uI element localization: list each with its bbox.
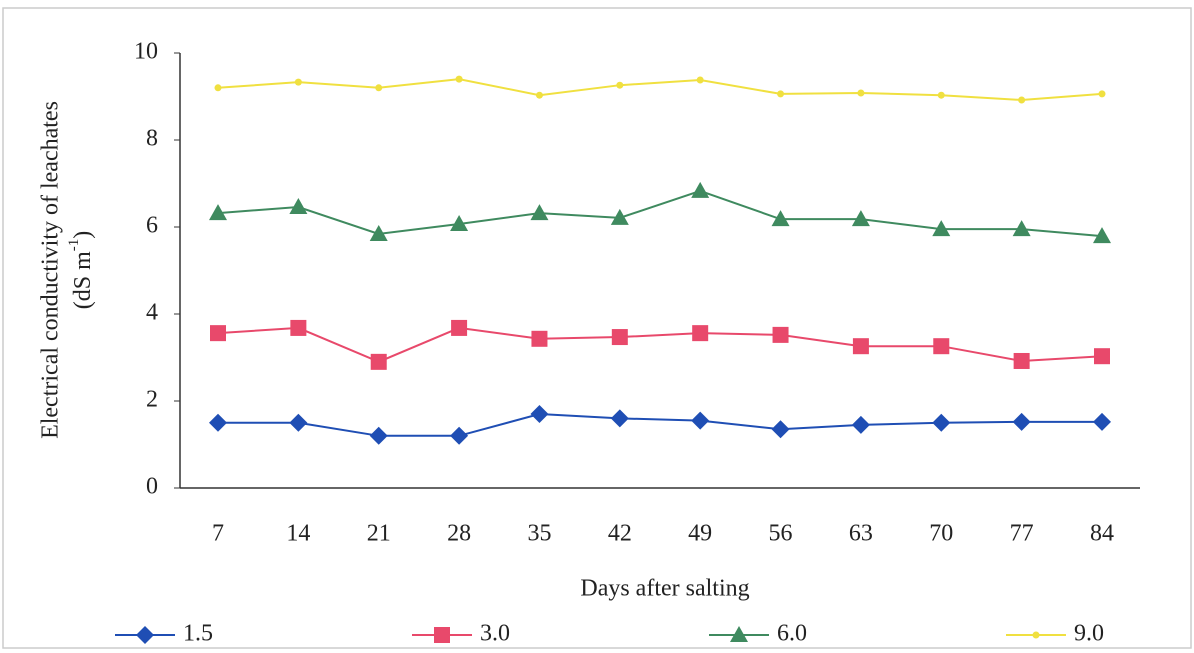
y-tick-label: 6 xyxy=(146,213,158,239)
legend-marker xyxy=(136,626,154,644)
legend-label: 6.0 xyxy=(777,621,807,647)
x-tick-label: 35 xyxy=(527,521,551,547)
x-tick-label: 56 xyxy=(769,521,793,547)
data-point xyxy=(1018,96,1026,104)
data-point xyxy=(1012,220,1031,237)
legend-label: 1.5 xyxy=(183,621,213,647)
x-tick-label: 84 xyxy=(1090,521,1114,547)
unit-end: ) xyxy=(70,231,96,239)
unit-sup: -1 xyxy=(66,239,82,252)
y-axis-unit: (dS m-1) xyxy=(66,231,95,310)
legend-marker xyxy=(1032,631,1040,639)
x-tick-label: 14 xyxy=(286,521,310,547)
data-point xyxy=(375,84,383,92)
data-point xyxy=(771,420,790,439)
data-point xyxy=(290,319,307,336)
data-point xyxy=(531,330,548,347)
data-point xyxy=(1093,227,1111,244)
unit-text: (dS m xyxy=(70,251,96,309)
data-point xyxy=(214,84,222,92)
data-point xyxy=(692,325,709,342)
y-axis-label: Electrical conductivity of leachates xyxy=(38,101,64,439)
data-point xyxy=(611,329,628,346)
legend-label: 9.0 xyxy=(1074,621,1104,647)
legend-marker xyxy=(730,626,748,642)
series-line xyxy=(217,326,1103,363)
x-tick-label: 77 xyxy=(1010,521,1034,547)
data-point xyxy=(691,181,710,198)
data-point xyxy=(1094,348,1110,365)
data-point xyxy=(1013,352,1030,369)
y-tick-label: 4 xyxy=(146,300,158,326)
data-point xyxy=(851,415,870,434)
data-point xyxy=(932,413,951,432)
data-point xyxy=(369,426,388,445)
data-point xyxy=(530,405,549,424)
data-point xyxy=(209,413,227,432)
series-line xyxy=(217,189,1103,238)
data-point xyxy=(777,90,785,98)
x-tick-label: 7 xyxy=(212,521,224,547)
x-tick-label: 49 xyxy=(688,521,712,547)
data-point xyxy=(369,224,388,241)
data-point xyxy=(530,204,549,221)
legend-marker xyxy=(434,627,450,643)
y-tick-label: 10 xyxy=(134,39,158,65)
data-point xyxy=(772,326,789,343)
data-point xyxy=(209,204,227,221)
data-point xyxy=(289,197,308,214)
y-tick-label: 2 xyxy=(146,387,158,413)
data-point xyxy=(294,78,302,86)
data-point xyxy=(851,210,870,227)
data-point xyxy=(937,91,945,99)
series-line xyxy=(217,78,1103,101)
data-point xyxy=(450,214,469,231)
data-point xyxy=(289,413,308,432)
data-point xyxy=(610,208,629,225)
x-tick-label: 63 xyxy=(849,521,873,547)
data-point xyxy=(1093,412,1111,431)
data-point xyxy=(616,81,624,89)
data-point xyxy=(210,325,226,342)
data-point xyxy=(535,91,543,99)
x-axis-label: Days after salting xyxy=(580,576,749,602)
data-point xyxy=(610,409,629,428)
data-point xyxy=(691,411,710,430)
data-point xyxy=(932,220,951,237)
frame xyxy=(2,7,1192,649)
data-point xyxy=(1012,412,1031,431)
x-tick-label: 21 xyxy=(367,521,391,547)
data-point xyxy=(1098,90,1106,98)
data-point xyxy=(696,76,704,84)
data-point xyxy=(451,319,468,336)
data-point xyxy=(455,75,463,83)
data-point xyxy=(450,426,469,445)
data-point xyxy=(857,89,865,97)
data-point xyxy=(771,210,790,227)
x-tick-label: 42 xyxy=(608,521,632,547)
x-tick-label: 70 xyxy=(929,521,953,547)
y-tick-label: 8 xyxy=(146,126,158,152)
series-line xyxy=(218,413,1102,437)
data-point xyxy=(852,338,869,355)
data-point xyxy=(933,338,950,355)
data-point xyxy=(370,353,387,370)
legend-label: 3.0 xyxy=(480,621,510,647)
x-tick-label: 28 xyxy=(447,521,471,547)
y-tick-label: 0 xyxy=(146,474,158,500)
